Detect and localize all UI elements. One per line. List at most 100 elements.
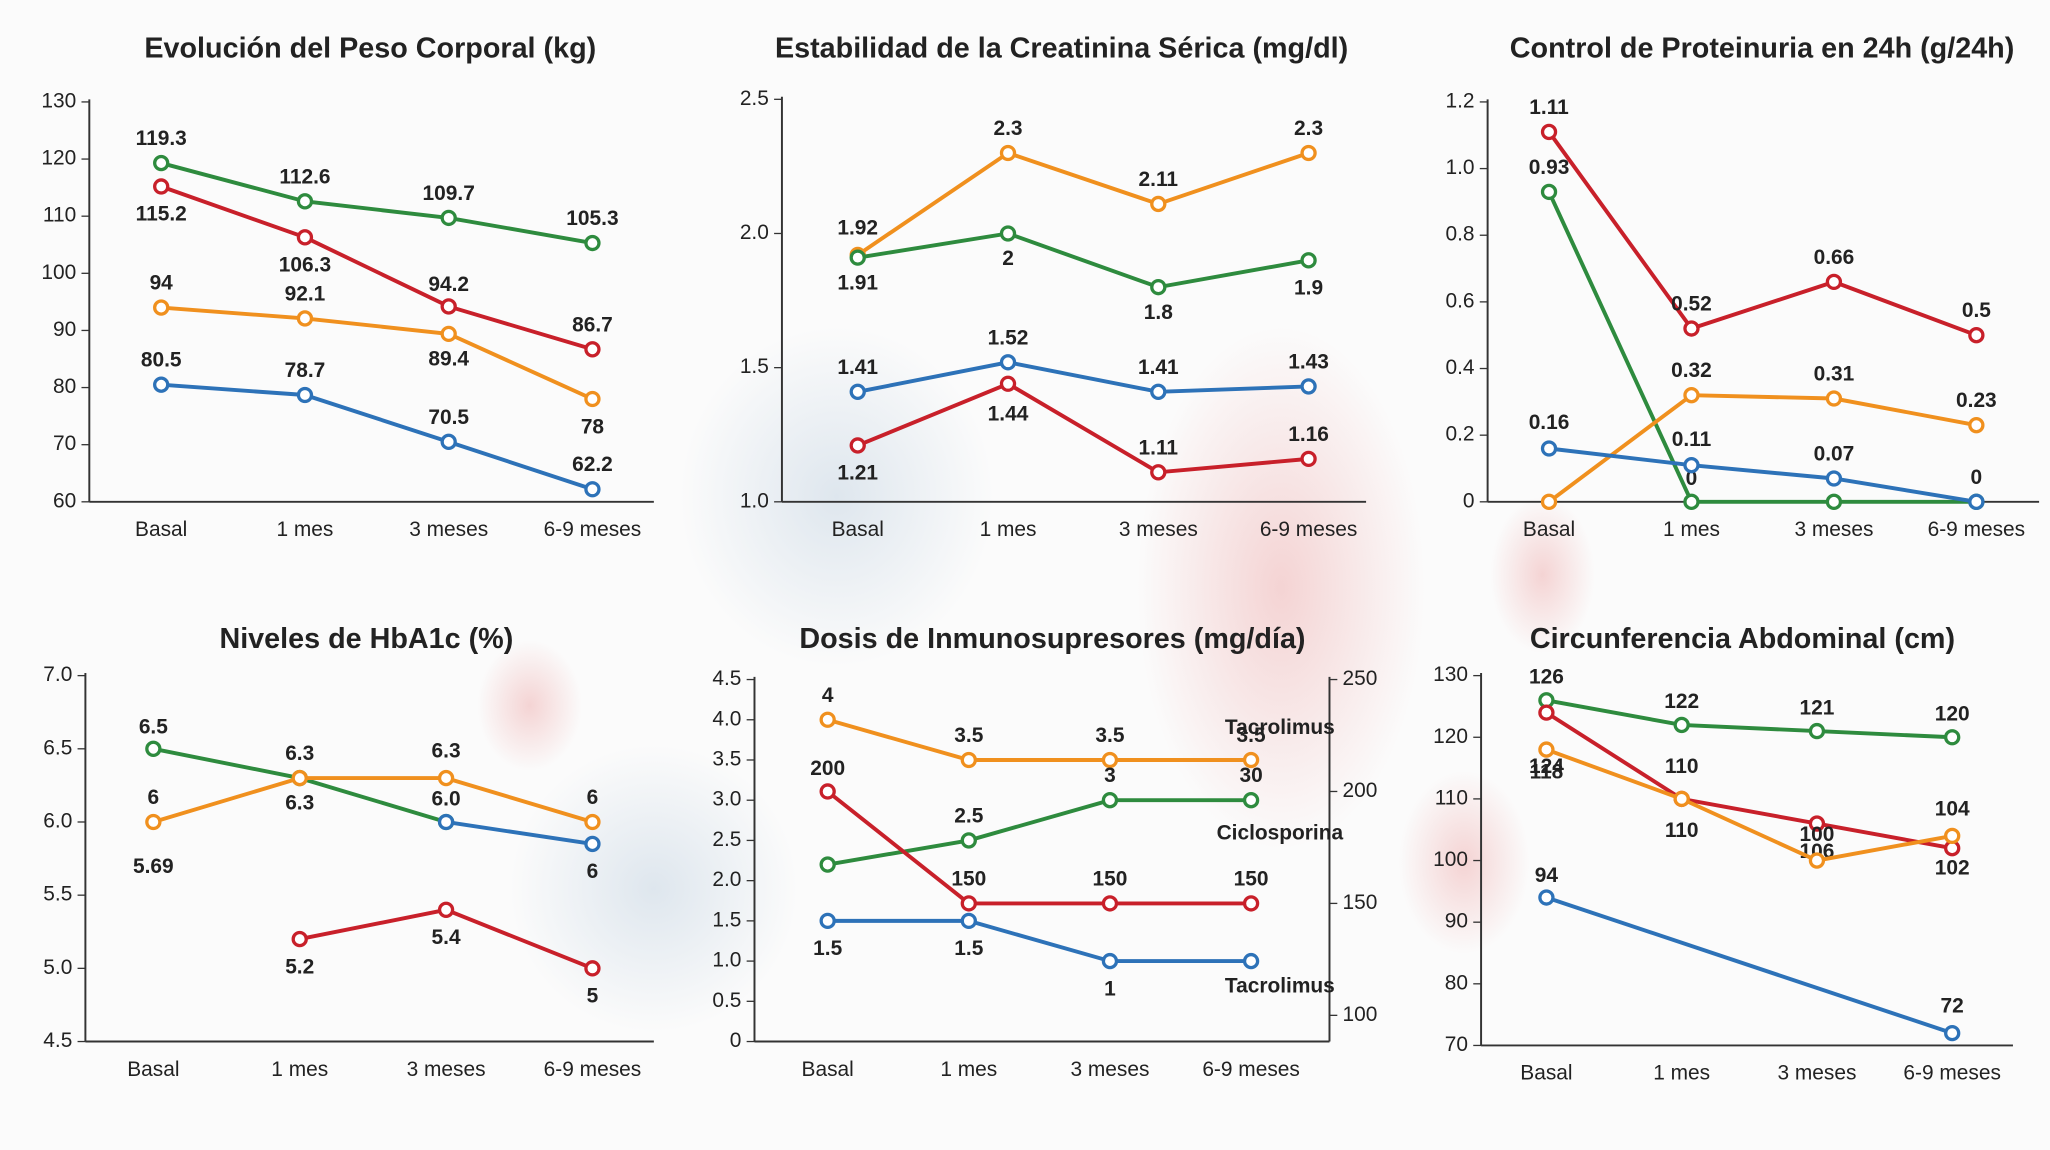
series-line (445, 820, 593, 846)
data-point (1300, 450, 1317, 468)
data-point (960, 912, 977, 930)
data-point (1944, 1024, 1961, 1042)
data-label: 3.5 (1095, 724, 1124, 747)
data-label: 150 (951, 867, 986, 890)
data-point (584, 960, 601, 977)
y-tick-label: 90 (53, 318, 76, 341)
data-point (999, 144, 1017, 162)
data-label: 0.23 (1956, 389, 1997, 412)
series-line (161, 305, 594, 401)
data-point (1825, 390, 1843, 407)
data-label: 0.11 (1672, 428, 1712, 451)
data-label: 2.3 (1294, 117, 1323, 140)
chart-panel: Evolución del Peso Corporal (kg) 60 70 80 90… (41, 32, 654, 541)
y-tick-label: 4.0 (712, 707, 741, 730)
data-label: 5.2 (285, 955, 314, 978)
data-label: 2.3 (993, 117, 1022, 140)
data-label: 78.7 (285, 359, 326, 382)
data-point (1150, 278, 1167, 296)
data-label: 0 (1686, 467, 1698, 490)
data-point (1683, 387, 1700, 404)
data-label: 102 (1935, 857, 1970, 880)
data-point (1300, 378, 1317, 395)
series-name: Tacrolimus (1225, 975, 1335, 998)
data-label: 3.5 (1237, 724, 1266, 747)
y-tick-label: 1.2 (1445, 89, 1474, 112)
x-tick-label: 3 meses (409, 518, 488, 541)
data-point (584, 234, 601, 252)
chart-title: Estabilidad de la Creatinina Sérica (mg/… (775, 32, 1348, 64)
y-tick-label: 5.0 (43, 956, 72, 979)
data-point (1538, 741, 1555, 758)
y-tick-label: 1.5 (712, 908, 741, 931)
data-point (999, 225, 1017, 242)
data-label: 0.52 (1671, 293, 1712, 316)
data-label: 0.31 (1814, 363, 1855, 386)
data-label: 118 (1530, 761, 1564, 784)
series-line (857, 231, 1309, 290)
x-tick-label: 6-9 meses (544, 1058, 642, 1081)
data-point (819, 856, 836, 873)
x-tick-label: 3 meses (1794, 518, 1873, 541)
data-point (1673, 790, 1690, 808)
data-label: 6 (148, 786, 160, 809)
y-tick-label: 110 (43, 204, 76, 227)
y-tick-label: 80 (1445, 971, 1468, 994)
data-label: 0.07 (1814, 442, 1855, 465)
data-point (819, 783, 836, 800)
data-point (1808, 852, 1826, 869)
chart-title: Dosis de Inmunosupresores (mg/día) (799, 623, 1305, 655)
data-label: 5 (587, 985, 599, 1008)
y-tick-label: 0.5 (712, 989, 741, 1012)
series-line (856, 150, 1310, 257)
data-label: 89.4 (428, 348, 469, 371)
data-point (849, 383, 866, 400)
data-point (1101, 895, 1119, 912)
data-label: 1.11 (1139, 436, 1179, 459)
data-point (440, 298, 457, 315)
series-line (827, 798, 1252, 867)
series-line (1548, 446, 1977, 504)
data-label: 124 (1529, 755, 1564, 778)
data-label: 1.41 (1138, 356, 1179, 379)
annotation: 5.69 (133, 855, 174, 878)
y-tick-label: 7.0 (43, 663, 72, 686)
data-label: 0.16 (1529, 411, 1570, 434)
x-tick-label: Basal (1520, 1062, 1572, 1085)
data-point (153, 376, 170, 393)
y-tick-label: 100 (41, 261, 76, 284)
data-label: 1.16 (1288, 423, 1329, 446)
y2-tick-label: 250 (1343, 667, 1378, 690)
data-label: 1.21 (837, 462, 878, 485)
data-point (1101, 751, 1119, 769)
data-point (960, 751, 977, 769)
data-label: 80.5 (141, 349, 182, 372)
data-label: 2.5 (954, 804, 983, 827)
data-point (145, 740, 162, 757)
data-point (999, 354, 1017, 371)
x-tick-label: 6-9 meses (1903, 1062, 2001, 1085)
data-point (440, 433, 457, 451)
series-line (1546, 698, 1953, 740)
data-point (819, 711, 836, 728)
data-label: 6 (587, 860, 599, 883)
data-label: 86.7 (572, 313, 613, 336)
data-label: 120 (1935, 703, 1970, 726)
y-tick-label: 0.4 (1445, 356, 1474, 379)
data-point (1683, 456, 1700, 474)
data-point (1808, 815, 1826, 832)
x-tick-label: 3 meses (1119, 518, 1198, 541)
data-point (1150, 195, 1167, 213)
data-label: 0.32 (1671, 359, 1712, 382)
background-decoration (477, 326, 1595, 1033)
data-point (819, 912, 836, 930)
y-tick-label: 0 (1463, 489, 1475, 512)
y-tick-label: 120 (41, 147, 76, 170)
data-label: 62.2 (572, 453, 613, 476)
data-point (1242, 895, 1260, 912)
data-point (1150, 464, 1167, 481)
data-point (1540, 493, 1558, 510)
x-tick-label: 1 mes (276, 518, 333, 541)
y-tick-label: 0.6 (1445, 289, 1474, 312)
